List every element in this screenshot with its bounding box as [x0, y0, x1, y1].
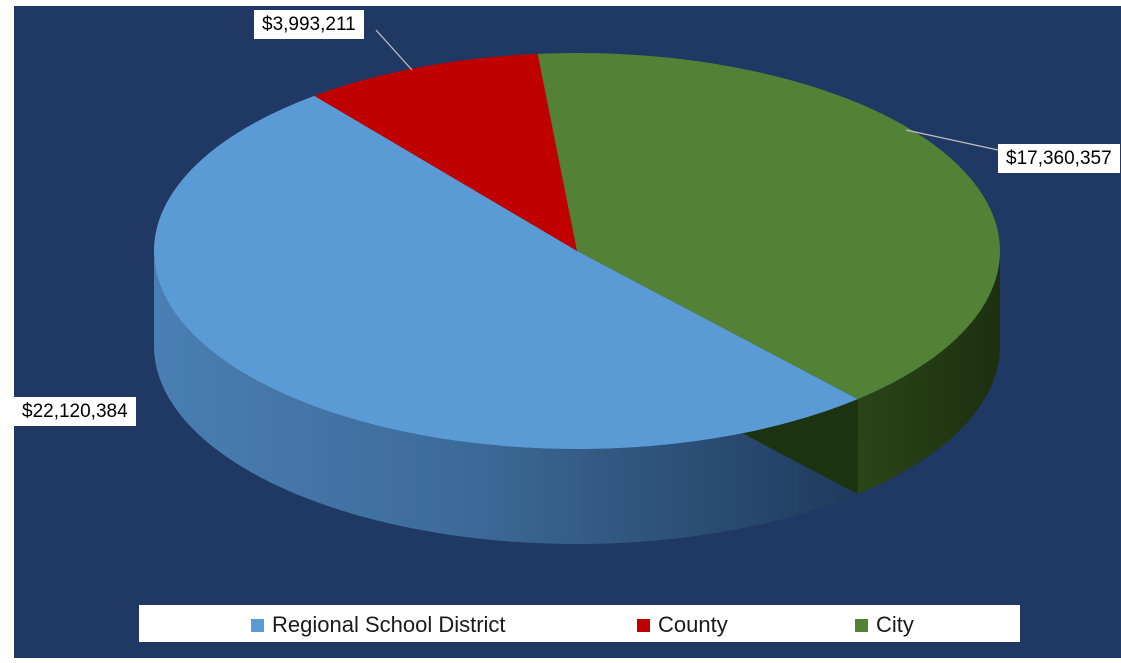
- data-label-regional-school-district: $22,120,384: [14, 397, 136, 426]
- pie-side-regional-school-district: [154, 251, 858, 544]
- pie-slice-county: [314, 53, 577, 251]
- legend-item-city: City: [855, 612, 914, 638]
- pie-slice-regional-school-district: [153, 95, 858, 450]
- pie-side-city: [857, 251, 1000, 495]
- legend-swatch-regional-school-district: [251, 618, 264, 632]
- legend-item-county: County: [637, 612, 728, 638]
- legend: Regional School District County City: [139, 605, 1020, 642]
- legend-item-regional-school-district: Regional School District: [251, 612, 506, 638]
- data-label-county: $3,993,211: [254, 10, 364, 39]
- pie-slice-city: [537, 53, 1000, 400]
- leader-line-county: [375, 29, 413, 71]
- data-label-city: $17,360,357: [998, 144, 1120, 173]
- legend-swatch-city: [855, 618, 868, 632]
- leader-line-city: [905, 129, 999, 151]
- legend-label-regional-school-district: Regional School District: [272, 612, 506, 637]
- legend-label-city: City: [876, 612, 914, 637]
- legend-swatch-county: [637, 618, 650, 632]
- legend-label-county: County: [658, 612, 728, 637]
